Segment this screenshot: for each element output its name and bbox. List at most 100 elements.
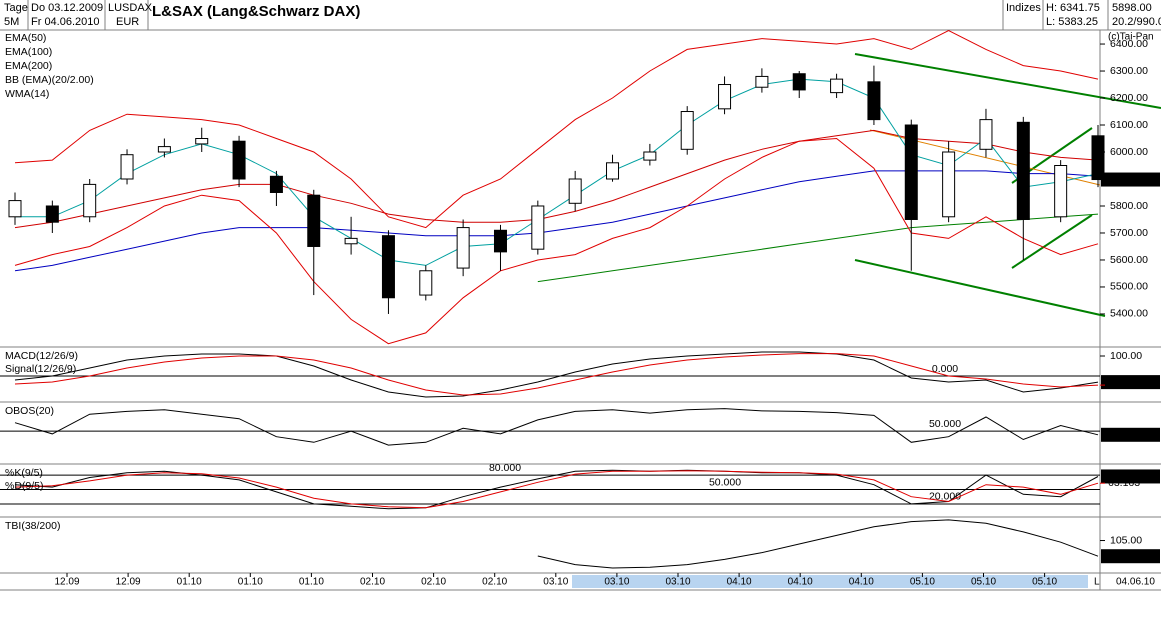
low: L: 5383.25: [1046, 16, 1098, 28]
value-label: -30.5796: [1108, 376, 1150, 388]
legend-entry: TBI(38/200): [5, 520, 60, 532]
indicator-line: [14, 353, 1099, 396]
candle-body: [904, 124, 918, 220]
x-tick-label: 05.10: [1032, 577, 1057, 588]
candle-body: [120, 154, 134, 180]
y-tick-label: 5800.00: [1110, 200, 1148, 212]
reference-label: 50.000: [929, 418, 961, 430]
date-to: Fr 04.06.2010: [31, 16, 100, 28]
indicator-line: [537, 519, 1099, 569]
value-label: 43.428: [1108, 429, 1140, 441]
candle-body: [979, 119, 993, 150]
legend-entry: EMA(100): [5, 46, 52, 58]
last-price-label: 5898.00: [1108, 173, 1146, 185]
candle-body: [307, 194, 321, 247]
candle-body: [456, 227, 470, 269]
candle-body: [718, 84, 732, 110]
value-label: -45.5002: [1108, 379, 1150, 391]
currency: EUR: [116, 16, 139, 28]
candle-body: [232, 140, 246, 180]
x-tick-label: 12.09: [116, 577, 141, 588]
x-tick-label: 04.10: [727, 577, 752, 588]
y-tick-label: 6200.00: [1110, 92, 1148, 104]
candle-body: [419, 270, 433, 296]
high: H: 6341.75: [1046, 2, 1100, 14]
candle-body: [1054, 165, 1068, 218]
x-tick-label: 01.10: [238, 577, 263, 588]
x-tick-label: 03.10: [543, 577, 568, 588]
scrollbar[interactable]: [572, 575, 1088, 588]
x-tick-label: 05.10: [910, 577, 935, 588]
overlay-line: [537, 213, 1099, 283]
y-tick-label: 6400.00: [1110, 38, 1148, 50]
x-tick-label: 03.10: [604, 577, 629, 588]
reference-label: 80.000: [489, 462, 521, 474]
y-tick-label: 5600.00: [1110, 254, 1148, 266]
plot: 5400.005500.005600.005700.005800.005900.…: [0, 29, 1160, 588]
candle-body: [830, 78, 844, 94]
x-tick-label: 02.10: [421, 577, 446, 588]
trend-line: [854, 53, 1161, 109]
candle-body: [195, 138, 209, 145]
reference-label: 50.000: [709, 476, 741, 488]
y-tick-label: 5500.00: [1110, 281, 1148, 293]
legend-entry: Signal(12/26/9): [5, 363, 76, 375]
legend-entry: %K(9/5): [5, 467, 43, 479]
candle-body: [1016, 121, 1030, 220]
candle-body: [942, 151, 956, 218]
volume: 20.2/990.0: [1112, 16, 1161, 28]
legend-entry: %D(9/5): [5, 480, 44, 492]
candle-body: [157, 146, 171, 153]
candle-body: [381, 235, 395, 299]
candle-body: [568, 178, 582, 204]
price: 5898.00: [1112, 2, 1152, 14]
candle-body: [643, 151, 657, 161]
trend-line: [1011, 214, 1093, 269]
candle-body: [680, 111, 694, 150]
x-end-label: L: [1094, 577, 1100, 588]
band-upper: [14, 29, 1099, 229]
value-label: 77.150: [1108, 470, 1140, 482]
candle-body: [493, 229, 507, 253]
legend-entry: EMA(50): [5, 32, 46, 44]
value-box: [1101, 469, 1160, 484]
value-label: 104.088: [1108, 550, 1146, 562]
y-tick-label: 100.00: [1110, 350, 1142, 362]
value-label: 63.163: [1108, 477, 1140, 489]
y-tick-label: 6300.00: [1110, 65, 1148, 77]
copyright: (c)Tai-Pan: [1108, 32, 1154, 43]
legend-entry: WMA(14): [5, 88, 49, 100]
indicator-line: [14, 470, 1099, 509]
y-tick-label: 5700.00: [1110, 227, 1148, 239]
symbol: LUSDAX: [108, 2, 153, 14]
indicator-line: [14, 408, 1099, 446]
candle-body: [531, 205, 545, 250]
y-tick-label: 6000.00: [1110, 146, 1148, 158]
candle-body: [8, 200, 22, 218]
chart-title: L&SAX (Lang&Schwarz DAX): [152, 3, 360, 20]
candle-body: [83, 183, 97, 218]
y-tick-label: 6100.00: [1110, 119, 1148, 131]
x-tick-label: 01.10: [299, 577, 324, 588]
candle-body: [867, 81, 881, 121]
value-box: [1101, 427, 1160, 442]
x-tick-label: 02.10: [360, 577, 385, 588]
group: Indizes: [1006, 2, 1041, 14]
x-last-date: 04.06.10: [1116, 577, 1155, 588]
interval: 5M: [4, 16, 19, 28]
period: Tage: [4, 2, 28, 14]
candle-body: [45, 205, 59, 223]
legend-entry: BB (EMA)(20/2.00): [5, 74, 94, 86]
candle-body: [792, 73, 806, 91]
header: Tage 5M Do 03.12.2009 Fr 04.06.2010 LUSD…: [0, 0, 1161, 31]
y-tick-label: 5400.00: [1110, 308, 1148, 320]
candle-body: [755, 75, 769, 88]
band-lower: [14, 137, 1099, 345]
reference-label: 0.000: [932, 363, 958, 375]
y-tick-label: 105.00: [1110, 534, 1142, 546]
legend-entry: EMA(200): [5, 60, 52, 72]
trend-line: [854, 259, 1106, 317]
indicator-line: [14, 351, 1099, 398]
